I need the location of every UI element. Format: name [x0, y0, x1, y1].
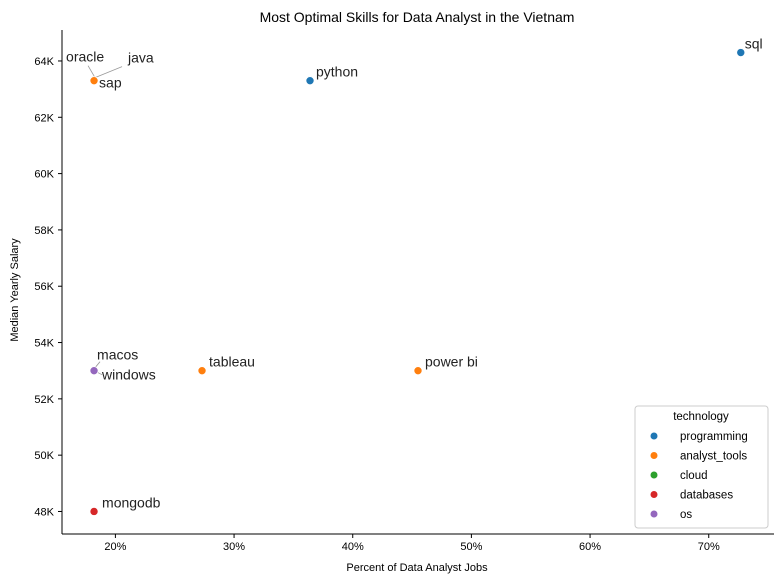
point-label-mongodb: mongodb — [102, 494, 161, 510]
point-label-tableau: tableau — [209, 354, 255, 370]
legend-title: technology — [673, 411, 729, 423]
x-tick-label: 20% — [104, 541, 126, 553]
y-axis-ticks: 48K 50K 52K 54K 56K 58K 60K 62K 64K — [34, 56, 62, 518]
axes — [61, 30, 774, 535]
y-tick-label: 56K — [34, 281, 54, 293]
legend-label-databases: databases — [680, 490, 733, 502]
y-tick-label: 62K — [34, 112, 54, 124]
y-tick-label: 48K — [34, 506, 54, 518]
legend-label-programming: programming — [680, 431, 748, 443]
data-point-python — [305, 76, 315, 85]
leader-line — [87, 65, 96, 78]
legend-label-cloud: cloud — [680, 470, 708, 482]
x-tick-label: 40% — [342, 541, 364, 553]
y-tick-label: 54K — [34, 338, 54, 350]
legend: technology programming analyst_toolscloud… — [634, 405, 769, 529]
x-axis-ticks: 20% 30% 40% 50% 60% 70% — [104, 534, 720, 553]
x-tick-label: 50% — [460, 541, 482, 553]
point-label-oracle: oracle — [66, 49, 104, 65]
leader-lines — [87, 65, 123, 376]
y-axis-label: Median Yearly Salary — [9, 238, 21, 342]
legend-marker-databases — [650, 491, 658, 498]
x-tick-label: 70% — [698, 541, 720, 553]
x-axis-label: Percent of Data Analyst Jobs — [346, 562, 488, 574]
legend-marker-cloud — [650, 471, 658, 479]
x-tick-label: 30% — [223, 541, 245, 553]
y-tick-label: 58K — [34, 225, 54, 237]
point-label-python: python — [316, 64, 358, 80]
data-point-windows — [89, 366, 99, 375]
leader-line — [94, 361, 101, 368]
y-tick-label: 52K — [34, 394, 54, 406]
point-label-sql: sql — [745, 36, 763, 52]
leader-line — [94, 66, 123, 79]
data-point-power-bi — [413, 366, 423, 375]
legend-label-os: os — [680, 509, 692, 521]
point-label-java: java — [127, 50, 154, 66]
point-label-sap: sap — [99, 75, 122, 91]
point-label-power-bi: power bi — [425, 354, 478, 370]
legend-marker-programming — [650, 432, 658, 440]
point-label-windows: windows — [101, 367, 156, 383]
legend-label-analyst_tools: analyst_tools — [680, 451, 747, 463]
data-point-sap — [89, 76, 99, 85]
y-tick-label: 64K — [34, 56, 54, 68]
legend-box — [634, 405, 769, 529]
x-tick-label: 60% — [579, 541, 601, 553]
y-tick-label: 60K — [34, 169, 54, 181]
y-tick-label: 50K — [34, 450, 54, 462]
point-label-macos: macos — [97, 347, 138, 363]
data-point-sql — [736, 48, 746, 57]
data-point-tableau — [197, 366, 207, 375]
point-labels: sql python java oracle sap power bi tableau mac… — [66, 36, 763, 511]
data-points — [89, 48, 746, 516]
chart-title: Most Optimal Skills for Data Analyst in … — [260, 9, 575, 25]
data-point-mongodb — [89, 507, 99, 516]
legend-marker-analyst_tools — [650, 452, 658, 459]
legend-marker-os — [650, 510, 658, 518]
